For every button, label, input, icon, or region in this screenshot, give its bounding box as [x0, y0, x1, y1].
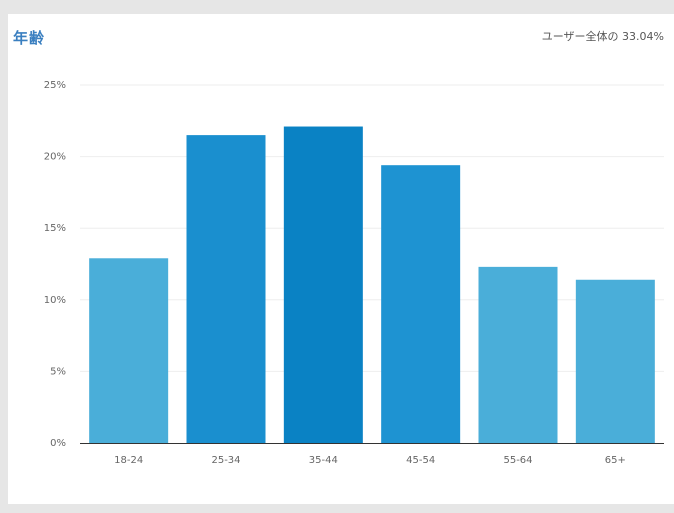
y-tick-label: 20%: [44, 152, 66, 163]
bar-45-54: [381, 165, 461, 443]
y-tick-label: 15%: [44, 223, 66, 234]
chart-subtitle: ユーザー全体の 33.04%: [541, 30, 664, 43]
x-tick-label: 18-24: [114, 455, 143, 466]
x-tick-label: 35-44: [309, 455, 338, 466]
chart-title: 年齢: [13, 29, 46, 47]
bar-55-64: [478, 266, 558, 443]
y-tick-label: 0%: [50, 438, 66, 449]
y-tick-label: 5%: [50, 366, 66, 377]
bar-18-24: [89, 258, 169, 443]
bar-65+: [575, 279, 655, 443]
age-chart-card: 年齢 ユーザー全体の 33.04% 0% 5% 10% 15% 20% 25% 18-24 2…: [8, 14, 674, 504]
x-tick-label: 25-34: [211, 455, 240, 466]
bar-chart: 0% 5% 10% 15% 20% 25% 18-24 25-34 35-44 45-54 55-6…: [44, 80, 664, 466]
x-tick-label: 55-64: [503, 455, 532, 466]
bar-25-34: [186, 135, 266, 443]
y-tick-label: 10%: [44, 295, 66, 306]
x-tick-label: 65+: [605, 455, 626, 466]
y-tick-label: 25%: [44, 80, 66, 91]
bar-35-44: [283, 126, 363, 443]
x-tick-label: 45-54: [406, 455, 435, 466]
